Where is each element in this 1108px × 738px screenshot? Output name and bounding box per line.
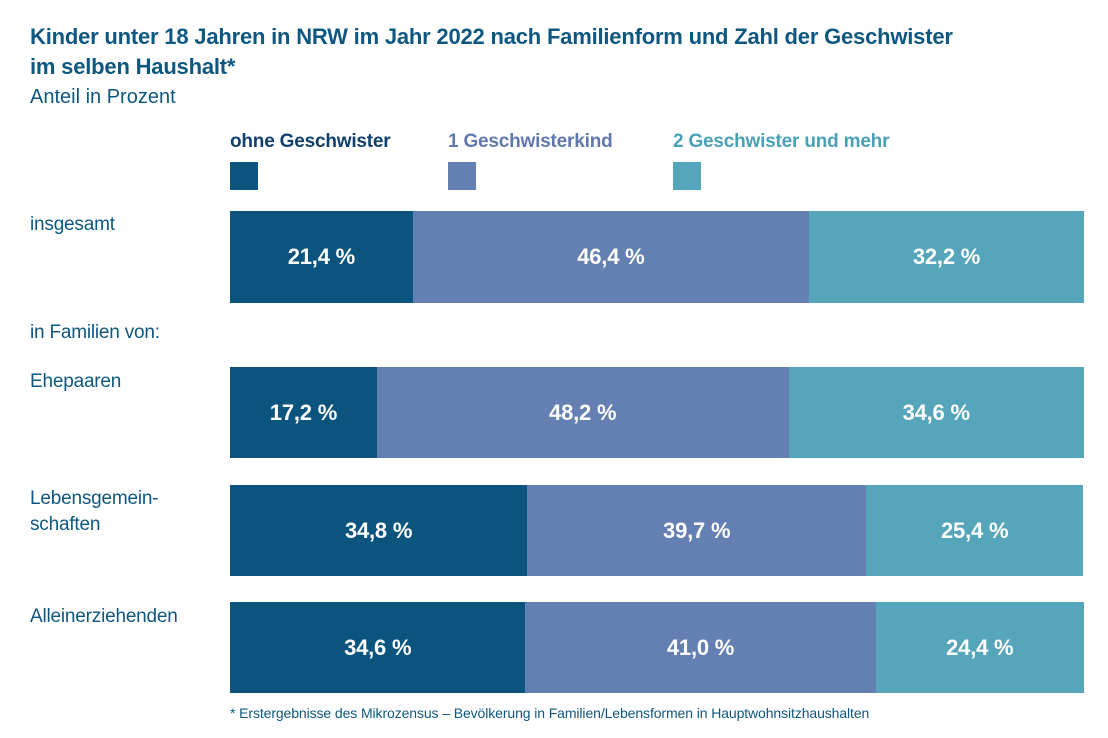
legend-swatch-medium-blue (448, 162, 476, 190)
legend-label: 2 Geschwister und mehr (673, 131, 890, 152)
bar-segment: 32,2 % (809, 211, 1084, 303)
category-label-ehepaaren: Ehepaaren (30, 371, 122, 392)
page-subtitle: Anteil in Prozent (30, 86, 176, 108)
segment-value-label: 46,4 % (577, 244, 645, 269)
bar-segment: 17,2 % (230, 367, 377, 458)
bar-ehepaaren: 17,2 % 48,2 % 34,6 % (230, 367, 1084, 458)
bar-segment: 24,4 % (875, 602, 1084, 693)
legend-label: 1 Geschwisterkind (448, 131, 613, 152)
segment-value-label: 34,6 % (902, 399, 970, 425)
page-title: Kinder unter 18 Jahren in NRW im Jahr 20… (30, 24, 953, 79)
segment-value-label: 32,2 % (912, 244, 981, 269)
section-label-in-familien-von: in Familien von: (30, 322, 160, 343)
segment-value-label: 41,0 % (666, 634, 735, 660)
bar-segment: 34,8 % (230, 485, 528, 576)
bar-segment: 39,7 % (527, 485, 867, 576)
segment-value-label: 34,8 % (344, 517, 413, 543)
segment-value-label: 25,4 % (941, 517, 1009, 543)
segment-value-label: 48,2 % (549, 399, 617, 425)
segment-value-label: 17,2 % (269, 399, 338, 425)
bar-segment: 21,4 % (230, 211, 413, 303)
segment-value-label: 21,4 % (287, 244, 356, 269)
category-label-lebensgemeinschaften: Lebensgemein- schaften (30, 488, 159, 535)
legend-label: ohne Geschwister (230, 131, 391, 152)
bar-insgesamt: 21,4 % 46,4 % 32,2 % (230, 211, 1084, 303)
bar-segment: 34,6 % (230, 602, 526, 693)
legend-item-2-geschwister-und-mehr: 2 Geschwister und mehr (673, 131, 889, 190)
bar-segment: 25,4 % (866, 485, 1084, 576)
legend-swatch-teal (673, 162, 701, 190)
category-label-alleinerziehenden: Alleinerziehenden (30, 606, 178, 627)
bar-segment: 46,4 % (412, 211, 809, 303)
category-label-insgesamt: insgesamt (30, 214, 115, 235)
segment-value-label: 24,4 % (946, 634, 1014, 660)
bar-lebensgemeinschaften: 34,8 % 39,7 % 25,4 % (230, 485, 1084, 576)
bar-segment: 41,0 % (525, 602, 876, 693)
legend-swatch-dark-blue (230, 162, 258, 190)
segment-value-label: 34,6 % (344, 634, 412, 660)
bar-segment: 48,2 % (376, 367, 789, 458)
bar-alleinerziehenden: 34,6 % 41,0 % 24,4 % (230, 602, 1084, 693)
segment-value-label: 39,7 % (663, 517, 731, 543)
legend-item-1-geschwisterkind: 1 Geschwisterkind (448, 131, 613, 190)
footnote: * Erstergebnisse des Mikrozensus – Bevöl… (230, 705, 870, 721)
bar-segment: 34,6 % (788, 367, 1084, 458)
legend-item-ohne-geschwister: ohne Geschwister (230, 131, 391, 190)
